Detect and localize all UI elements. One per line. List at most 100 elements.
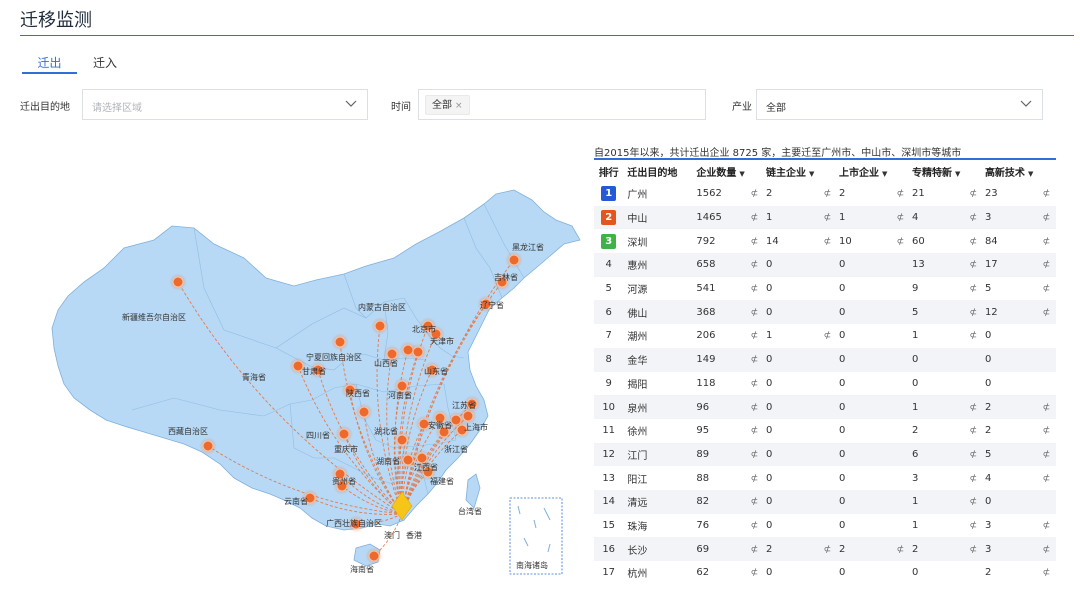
destination-marker[interactable] (169, 273, 187, 291)
link-icon[interactable]: ⊄ (1042, 307, 1051, 318)
link-icon[interactable]: ⊄ (1042, 284, 1051, 295)
link-icon[interactable]: ⊄ (896, 189, 905, 200)
table-row[interactable]: 3 深圳 792 ⊄ 14 ⊄ 10 ⊄ 60 ⊄ 84 ⊄ (594, 229, 1056, 253)
table-row[interactable]: 14 清远 82 ⊄ 0 0 1 ⊄ 0 (594, 489, 1056, 514)
destination-marker[interactable] (427, 325, 445, 343)
link-icon[interactable]: ⊄ (750, 378, 759, 389)
link-icon[interactable]: ⊄ (750, 568, 759, 579)
destination-marker[interactable] (301, 489, 319, 507)
header-hightech[interactable]: 高新技术 ▼ (982, 161, 1037, 182)
link-icon[interactable]: ⊄ (1042, 189, 1051, 200)
link-icon[interactable]: ⊄ (969, 260, 978, 271)
link-icon[interactable]: ⊄ (896, 236, 905, 247)
link-icon[interactable]: ⊄ (823, 213, 832, 224)
table-row[interactable]: 9 揭阳 118 ⊄ 0 0 0 0 (594, 372, 1056, 396)
link-icon[interactable]: ⊄ (750, 284, 759, 295)
link-icon[interactable]: ⊄ (1042, 236, 1051, 247)
industry-select[interactable]: 全部 (756, 89, 1043, 120)
link-icon[interactable]: ⊄ (1042, 520, 1051, 531)
destination-marker[interactable] (477, 295, 495, 313)
link-icon[interactable]: ⊄ (969, 213, 978, 224)
migration-map[interactable]: 新疆维吾尔自治区 西藏自治区 青海省 内蒙古自治区 黑龙江省 宁夏回族自治区 山东省 江苏省浙… (44, 148, 592, 588)
table-row[interactable]: 16 长沙 69 ⊄ 2 ⊄ 2 ⊄ 2 ⊄ 3 ⊄ (594, 537, 1056, 561)
link-icon[interactable]: ⊄ (969, 402, 978, 413)
link-icon[interactable]: ⊄ (896, 213, 905, 224)
link-icon[interactable]: ⊄ (969, 189, 978, 200)
destination-marker[interactable] (493, 273, 511, 291)
destination-marker[interactable] (355, 403, 373, 421)
time-select[interactable]: 全部 × (418, 89, 706, 120)
destination-marker[interactable] (335, 425, 353, 443)
header-count[interactable]: 企业数量 ▼ (692, 161, 745, 182)
destination-marker[interactable] (341, 381, 359, 399)
destination-marker[interactable] (435, 423, 453, 441)
table-row[interactable]: 1 广州 1562 ⊄ 2 ⊄ 2 ⊄ 21 ⊄ 23 ⊄ (594, 182, 1056, 206)
destination-marker[interactable] (365, 547, 383, 565)
header-chain[interactable]: 链主企业 ▼ (763, 161, 818, 182)
table-row[interactable]: 4 惠州 658 ⊄ 0 0 13 ⊄ 17 ⊄ (594, 253, 1056, 277)
link-icon[interactable]: ⊄ (750, 426, 759, 437)
destination-marker[interactable] (309, 361, 327, 379)
link-icon[interactable]: ⊄ (1042, 213, 1051, 224)
table-row[interactable]: 6 佛山 368 ⊄ 0 0 5 ⊄ 12 ⊄ (594, 300, 1056, 325)
origin-marker[interactable] (391, 491, 413, 521)
time-tag[interactable]: 全部 × (425, 95, 470, 115)
destination-marker[interactable] (505, 251, 523, 269)
link-icon[interactable]: ⊄ (969, 544, 978, 555)
table-row[interactable]: 7 潮州 206 ⊄ 1 ⊄ 0 1 ⊄ 0 (594, 324, 1056, 348)
link-icon[interactable]: ⊄ (969, 520, 978, 531)
table-row[interactable]: 13 阳江 88 ⊄ 0 0 3 ⊄ 4 ⊄ (594, 466, 1056, 490)
table-row[interactable]: 12 江门 89 ⊄ 0 0 6 ⊄ 5 ⊄ (594, 442, 1056, 467)
destination-marker[interactable] (453, 421, 471, 439)
link-icon[interactable]: ⊄ (969, 331, 978, 342)
link-icon[interactable]: ⊄ (969, 284, 978, 295)
destination-marker[interactable] (393, 431, 411, 449)
link-icon[interactable]: ⊄ (750, 307, 759, 318)
destination-marker[interactable] (463, 395, 481, 413)
table-row[interactable]: 11 徐州 95 ⊄ 0 0 2 ⊄ 2 ⊄ (594, 419, 1056, 443)
link-icon[interactable]: ⊄ (750, 236, 759, 247)
destination-marker[interactable] (289, 357, 307, 375)
link-icon[interactable]: ⊄ (969, 307, 978, 318)
link-icon[interactable]: ⊄ (750, 497, 759, 508)
link-icon[interactable]: ⊄ (750, 544, 759, 555)
link-icon[interactable]: ⊄ (1042, 402, 1051, 413)
table-row[interactable]: 8 金华 149 ⊄ 0 0 0 0 (594, 347, 1056, 372)
link-icon[interactable]: ⊄ (969, 497, 978, 508)
link-icon[interactable]: ⊄ (750, 213, 759, 224)
header-special[interactable]: 专精特新 ▼ (909, 161, 964, 182)
link-icon[interactable]: ⊄ (750, 260, 759, 271)
destination-marker[interactable] (333, 477, 351, 495)
link-icon[interactable]: ⊄ (750, 473, 759, 484)
destination-marker[interactable] (409, 343, 427, 361)
table-row[interactable]: 17 杭州 62 ⊄ 0 0 0 2 ⊄ (594, 561, 1056, 585)
destination-marker[interactable] (331, 333, 349, 351)
link-icon[interactable]: ⊄ (823, 236, 832, 247)
destination-marker[interactable] (431, 409, 449, 427)
link-icon[interactable]: ⊄ (750, 402, 759, 413)
link-icon[interactable]: ⊄ (1042, 568, 1051, 579)
link-icon[interactable]: ⊄ (1042, 449, 1051, 460)
link-icon[interactable]: ⊄ (969, 473, 978, 484)
link-icon[interactable]: ⊄ (750, 449, 759, 460)
destination-marker[interactable] (371, 317, 389, 335)
link-icon[interactable]: ⊄ (1042, 544, 1051, 555)
header-listed[interactable]: 上市企业 ▼ (836, 161, 891, 182)
link-icon[interactable]: ⊄ (1042, 473, 1051, 484)
destination-marker[interactable] (419, 463, 437, 481)
destination-marker[interactable] (413, 449, 431, 467)
destination-marker[interactable] (199, 437, 217, 455)
link-icon[interactable]: ⊄ (1042, 426, 1051, 437)
table-row[interactable]: 15 珠海 76 ⊄ 0 0 1 ⊄ 3 ⊄ (594, 514, 1056, 538)
destination-marker[interactable] (415, 415, 433, 433)
link-icon[interactable]: ⊄ (750, 331, 759, 342)
destination-marker[interactable] (393, 377, 411, 395)
link-icon[interactable]: ⊄ (969, 236, 978, 247)
destination-marker[interactable] (347, 515, 365, 533)
link-icon[interactable]: ⊄ (823, 544, 832, 555)
link-icon[interactable]: ⊄ (823, 189, 832, 200)
table-row[interactable]: 2 中山 1465 ⊄ 1 ⊄ 1 ⊄ 4 ⊄ 3 ⊄ (594, 205, 1056, 230)
destination-select[interactable]: 请选择区域 (82, 89, 368, 120)
tab-move-out[interactable]: 迁出 (22, 54, 77, 74)
table-row[interactable]: 5 河源 541 ⊄ 0 0 9 ⊄ 5 ⊄ (594, 277, 1056, 301)
